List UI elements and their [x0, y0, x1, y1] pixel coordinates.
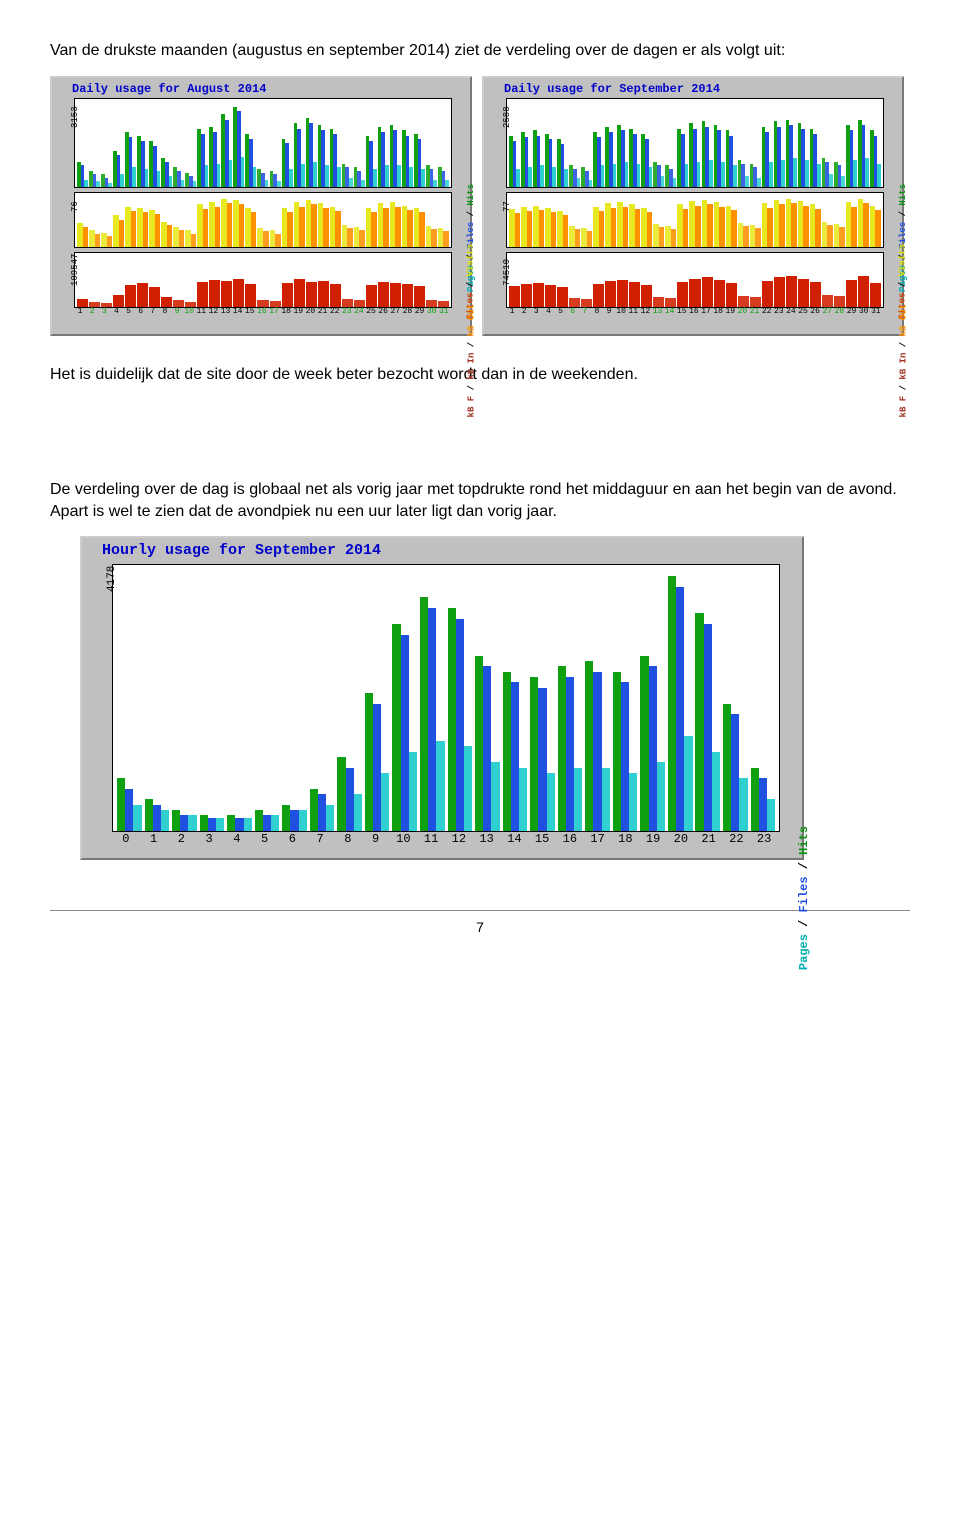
intro-paragraph: Van de drukste maanden (augustus en sept… — [50, 40, 910, 62]
page-number: 7 — [50, 919, 910, 935]
chart-title: Daily usage for September 2014 — [504, 82, 720, 96]
mid-paragraph: Het is duidelijk dat de site door de wee… — [50, 364, 910, 386]
last-paragraph: De verdeling over de dag is globaal net … — [50, 479, 910, 522]
chart-title: Daily usage for August 2014 — [72, 82, 266, 96]
footer-rule — [50, 910, 910, 911]
daily-charts-row: Daily usage for August 20143153Pages / F… — [50, 76, 910, 336]
chart-september: Daily usage for September 20142588Pages … — [482, 76, 904, 336]
chart-title: Hourly usage for September 2014 — [102, 542, 381, 559]
chart-hourly: Hourly usage for September 20144178Pages… — [80, 536, 804, 860]
chart-august: Daily usage for August 20143153Pages / F… — [50, 76, 472, 336]
